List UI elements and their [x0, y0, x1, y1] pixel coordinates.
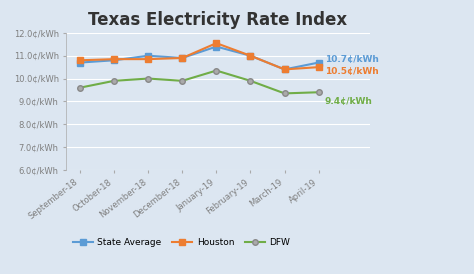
- Houston: [247, 54, 253, 57]
- Houston: [213, 41, 219, 45]
- State Average: [146, 54, 151, 57]
- DFW: [77, 86, 83, 89]
- Line: DFW: DFW: [77, 68, 321, 96]
- Line: Houston: Houston: [77, 40, 321, 72]
- State Average: [316, 61, 321, 64]
- DFW: [213, 69, 219, 72]
- Houston: [179, 56, 185, 60]
- DFW: [316, 91, 321, 94]
- State Average: [282, 68, 287, 71]
- Title: Texas Electricity Rate Index: Texas Electricity Rate Index: [89, 10, 347, 28]
- DFW: [282, 92, 287, 95]
- DFW: [146, 77, 151, 80]
- Houston: [316, 65, 321, 69]
- Houston: [282, 68, 287, 71]
- Text: 9.4¢/kWh: 9.4¢/kWh: [325, 97, 373, 106]
- State Average: [213, 45, 219, 48]
- State Average: [77, 61, 83, 64]
- DFW: [179, 79, 185, 82]
- State Average: [111, 59, 117, 62]
- Line: State Average: State Average: [77, 44, 321, 72]
- Houston: [111, 58, 117, 61]
- Houston: [77, 59, 83, 62]
- DFW: [111, 79, 117, 82]
- Houston: [146, 58, 151, 61]
- Legend: State Average, Houston, DFW: State Average, Houston, DFW: [69, 234, 294, 250]
- Text: 10.5¢/kWh: 10.5¢/kWh: [325, 67, 378, 76]
- State Average: [179, 56, 185, 60]
- State Average: [247, 54, 253, 57]
- Text: 10.7¢/kWh: 10.7¢/kWh: [325, 55, 379, 64]
- DFW: [247, 79, 253, 82]
